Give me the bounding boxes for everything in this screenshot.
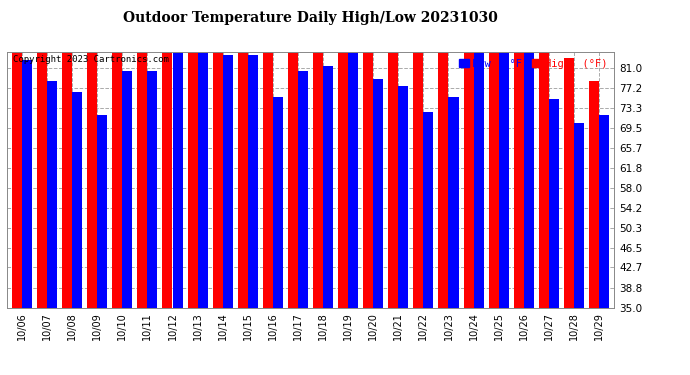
Bar <box>489 0 499 308</box>
Bar <box>599 115 609 308</box>
Bar <box>363 0 373 308</box>
Bar <box>313 0 323 308</box>
Bar <box>424 112 433 308</box>
Bar <box>514 0 524 308</box>
Bar <box>87 19 97 307</box>
Bar <box>112 3 122 308</box>
Text: Copyright 2023 Cartronics.com: Copyright 2023 Cartronics.com <box>13 55 169 64</box>
Bar <box>398 86 408 308</box>
Bar <box>148 71 157 308</box>
Bar <box>72 92 82 308</box>
Bar <box>413 3 424 308</box>
Bar <box>524 0 534 308</box>
Bar <box>288 0 298 308</box>
Bar <box>464 0 473 308</box>
Text: Outdoor Temperature Daily High/Low 20231030: Outdoor Temperature Daily High/Low 20231… <box>123 11 498 25</box>
Bar <box>22 60 32 308</box>
Bar <box>499 0 509 308</box>
Bar <box>438 0 449 308</box>
Bar <box>589 81 599 308</box>
Bar <box>122 71 132 308</box>
Bar <box>223 55 233 308</box>
Bar <box>373 78 383 308</box>
Bar <box>197 47 208 308</box>
Bar <box>448 97 459 308</box>
Bar <box>47 81 57 308</box>
Bar <box>273 97 283 308</box>
Bar <box>62 11 72 308</box>
Bar <box>348 45 358 308</box>
Bar <box>12 0 22 308</box>
Bar <box>137 0 148 308</box>
Bar <box>323 66 333 308</box>
Bar <box>473 47 484 308</box>
Bar <box>338 11 348 308</box>
Bar <box>549 99 559 308</box>
Bar <box>238 3 248 308</box>
Bar <box>213 8 223 308</box>
Legend: Low  (°F), High  (°F): Low (°F), High (°F) <box>458 58 609 70</box>
Bar <box>539 0 549 308</box>
Bar <box>172 37 183 308</box>
Bar <box>37 11 47 308</box>
Bar <box>248 55 258 308</box>
Bar <box>298 71 308 308</box>
Bar <box>188 13 197 307</box>
Bar <box>564 58 574 308</box>
Bar <box>162 16 172 307</box>
Bar <box>97 115 107 308</box>
Bar <box>263 29 273 308</box>
Bar <box>574 123 584 308</box>
Bar <box>388 0 398 308</box>
